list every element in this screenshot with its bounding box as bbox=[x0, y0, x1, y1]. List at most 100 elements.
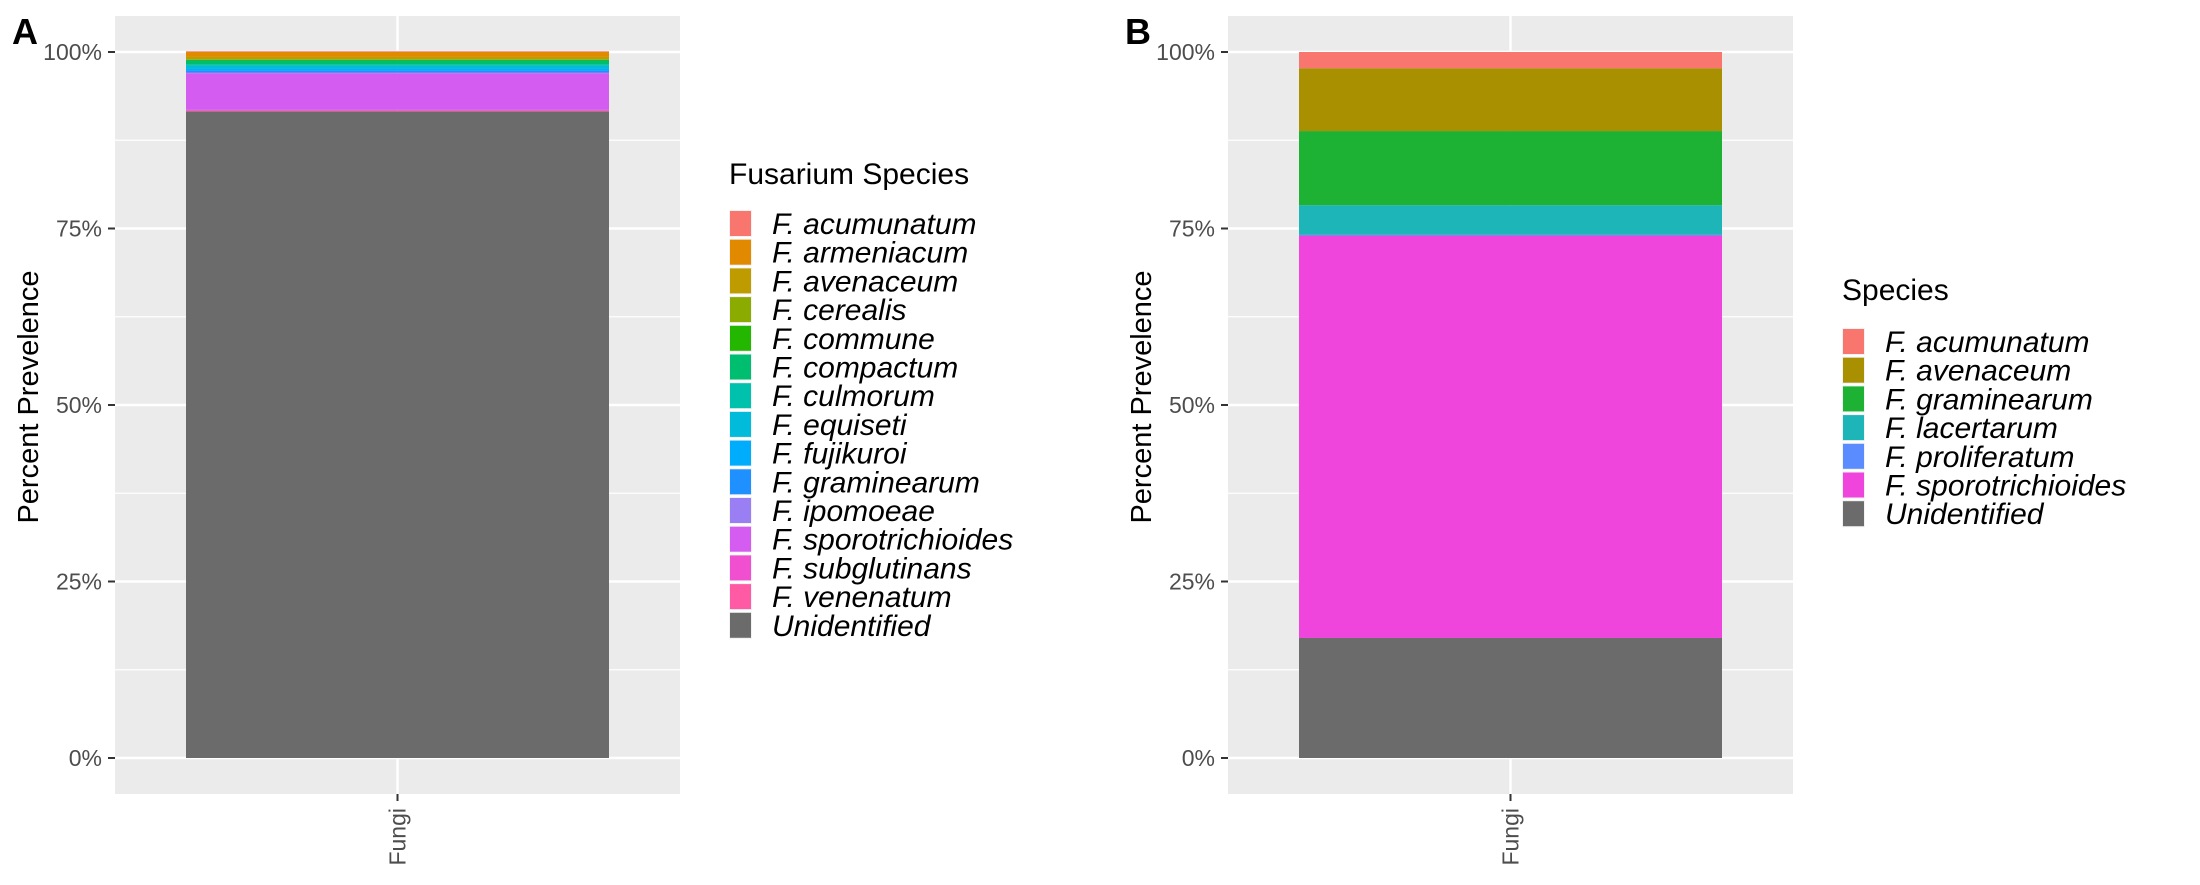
bar-segment[interactable] bbox=[186, 52, 609, 57]
bar-segment[interactable] bbox=[186, 51, 609, 52]
y-tick-label: 50% bbox=[56, 392, 102, 418]
legend-swatch bbox=[1843, 357, 1864, 383]
legend-label: F. avenaceum bbox=[772, 265, 958, 298]
legend-label: F. cerealis bbox=[772, 294, 907, 327]
legend-item[interactable]: F. proliferatum bbox=[1842, 441, 2075, 474]
bar-segment[interactable] bbox=[1299, 235, 1722, 638]
y-tick-label: 75% bbox=[1169, 216, 1215, 242]
legend-label: F. graminearum bbox=[1885, 383, 2093, 416]
legend-label: F. sporotrichioides bbox=[772, 524, 1013, 557]
legend-swatch bbox=[730, 584, 751, 610]
legend-item[interactable]: F. venenatum bbox=[729, 581, 952, 614]
legend-swatch bbox=[1843, 386, 1864, 412]
legend-swatch bbox=[730, 469, 751, 495]
legend-item[interactable]: Unidentified bbox=[729, 610, 932, 643]
legend-swatch bbox=[730, 354, 751, 380]
legend-label: Unidentified bbox=[1885, 498, 2045, 531]
legend-label: F. acumunatum bbox=[772, 208, 977, 241]
bar-segment[interactable] bbox=[1299, 234, 1722, 236]
bar-segment[interactable] bbox=[186, 109, 609, 111]
legend-item[interactable]: F. avenaceum bbox=[729, 265, 958, 298]
legend-swatch bbox=[730, 440, 751, 466]
legend-item[interactable]: F. sporotrichioides bbox=[1842, 470, 2126, 503]
y-tick-label: 100% bbox=[43, 39, 102, 65]
legend-item[interactable]: F. graminearum bbox=[729, 466, 980, 499]
legend-swatch bbox=[1843, 472, 1864, 498]
bar-segment[interactable] bbox=[186, 72, 609, 74]
panel-tag: B bbox=[1125, 11, 1151, 52]
bar-segment[interactable] bbox=[186, 68, 609, 71]
legend-item[interactable]: F. compactum bbox=[729, 352, 958, 385]
bar-segment[interactable] bbox=[186, 59, 609, 60]
legend-label: F. sporotrichioides bbox=[1885, 470, 2126, 503]
legend-item[interactable]: F. acumunatum bbox=[729, 208, 977, 241]
legend-swatch bbox=[730, 612, 751, 638]
legend-label: F. compactum bbox=[772, 352, 958, 385]
legend-swatch bbox=[730, 325, 751, 351]
legend-item[interactable]: F. sporotrichioides bbox=[729, 524, 1013, 557]
x-tick-label: Fungi bbox=[1498, 808, 1524, 866]
bar-segment[interactable] bbox=[1299, 68, 1722, 132]
legend-swatch bbox=[730, 411, 751, 437]
legend-item[interactable]: F. lacertarum bbox=[1842, 412, 2058, 445]
y-tick-label: 50% bbox=[1169, 392, 1215, 418]
bar-segment[interactable] bbox=[186, 111, 609, 758]
legend-label: F. equiseti bbox=[772, 409, 908, 442]
bar-segment[interactable] bbox=[186, 64, 609, 66]
bar-segment[interactable] bbox=[186, 70, 609, 73]
y-tick-label: 0% bbox=[69, 745, 102, 771]
bar-segment[interactable] bbox=[186, 56, 609, 60]
legend-title: Fusarium Species bbox=[729, 158, 969, 191]
bar-segment[interactable] bbox=[1299, 205, 1722, 235]
legend-item[interactable]: Unidentified bbox=[1842, 498, 2045, 531]
legend-swatch bbox=[730, 239, 751, 265]
legend-item[interactable]: F. subglutinans bbox=[729, 552, 972, 585]
chart-panel-a: 0% 25% 50% 75% 100% Fungi Percent Prevelence A F… bbox=[12, 11, 1013, 866]
legend-swatch bbox=[730, 526, 751, 552]
legend-swatch bbox=[730, 498, 751, 523]
legend-label: F. armeniacum bbox=[772, 237, 968, 270]
legend-item[interactable]: F. avenaceum bbox=[1842, 355, 2071, 388]
legend-swatch bbox=[1843, 501, 1864, 527]
legend-label: F. proliferatum bbox=[1885, 441, 2075, 474]
legend-label: F. culmorum bbox=[772, 380, 935, 413]
legend-swatch bbox=[730, 297, 751, 323]
legend-swatch bbox=[1843, 329, 1864, 354]
legend-label: F. fujikuroi bbox=[772, 438, 908, 471]
legend-item[interactable]: F. equiseti bbox=[729, 409, 908, 442]
legend-label: F. lacertarum bbox=[1885, 412, 2058, 445]
legend-item[interactable]: F. cerealis bbox=[729, 294, 907, 327]
y-axis-title: Percent Prevelence bbox=[1126, 270, 1158, 523]
legend-item[interactable]: F. commune bbox=[729, 323, 935, 356]
legend-item[interactable]: F. graminearum bbox=[1842, 383, 2093, 416]
legend-swatch bbox=[730, 211, 751, 236]
bar-segment[interactable] bbox=[186, 110, 609, 112]
legend-swatch bbox=[730, 555, 751, 581]
bar-segment[interactable] bbox=[186, 65, 609, 69]
bar-segment[interactable] bbox=[1299, 131, 1722, 206]
x-tick-label: Fungi bbox=[385, 808, 411, 866]
chart-panel-b: 0% 25% 50% 75% 100% Fungi Percent Prevelence B S… bbox=[1125, 11, 2126, 866]
legend-label: F. venenatum bbox=[772, 581, 952, 614]
legend-swatch bbox=[1843, 443, 1864, 469]
bar-segment[interactable] bbox=[186, 59, 609, 61]
bar-segment[interactable] bbox=[1299, 637, 1722, 758]
legend-swatch bbox=[730, 268, 751, 294]
legend-item[interactable]: F. fujikuroi bbox=[729, 438, 908, 471]
y-tick-label: 75% bbox=[56, 216, 102, 242]
bar-segment[interactable] bbox=[186, 73, 609, 110]
legend-item[interactable]: F. armeniacum bbox=[729, 237, 968, 270]
legend-item[interactable]: F. acumunatum bbox=[1842, 326, 2090, 359]
legend-item[interactable]: F. culmorum bbox=[729, 380, 935, 413]
legend-label: F. graminearum bbox=[772, 466, 980, 499]
legend-label: F. commune bbox=[772, 323, 935, 356]
legend-item[interactable]: F. ipomoeae bbox=[729, 495, 935, 528]
legend-label: F. ipomoeae bbox=[772, 495, 935, 528]
bar-segment[interactable] bbox=[1299, 52, 1722, 69]
y-tick-label: 25% bbox=[56, 569, 102, 595]
bar-segment[interactable] bbox=[186, 60, 609, 65]
